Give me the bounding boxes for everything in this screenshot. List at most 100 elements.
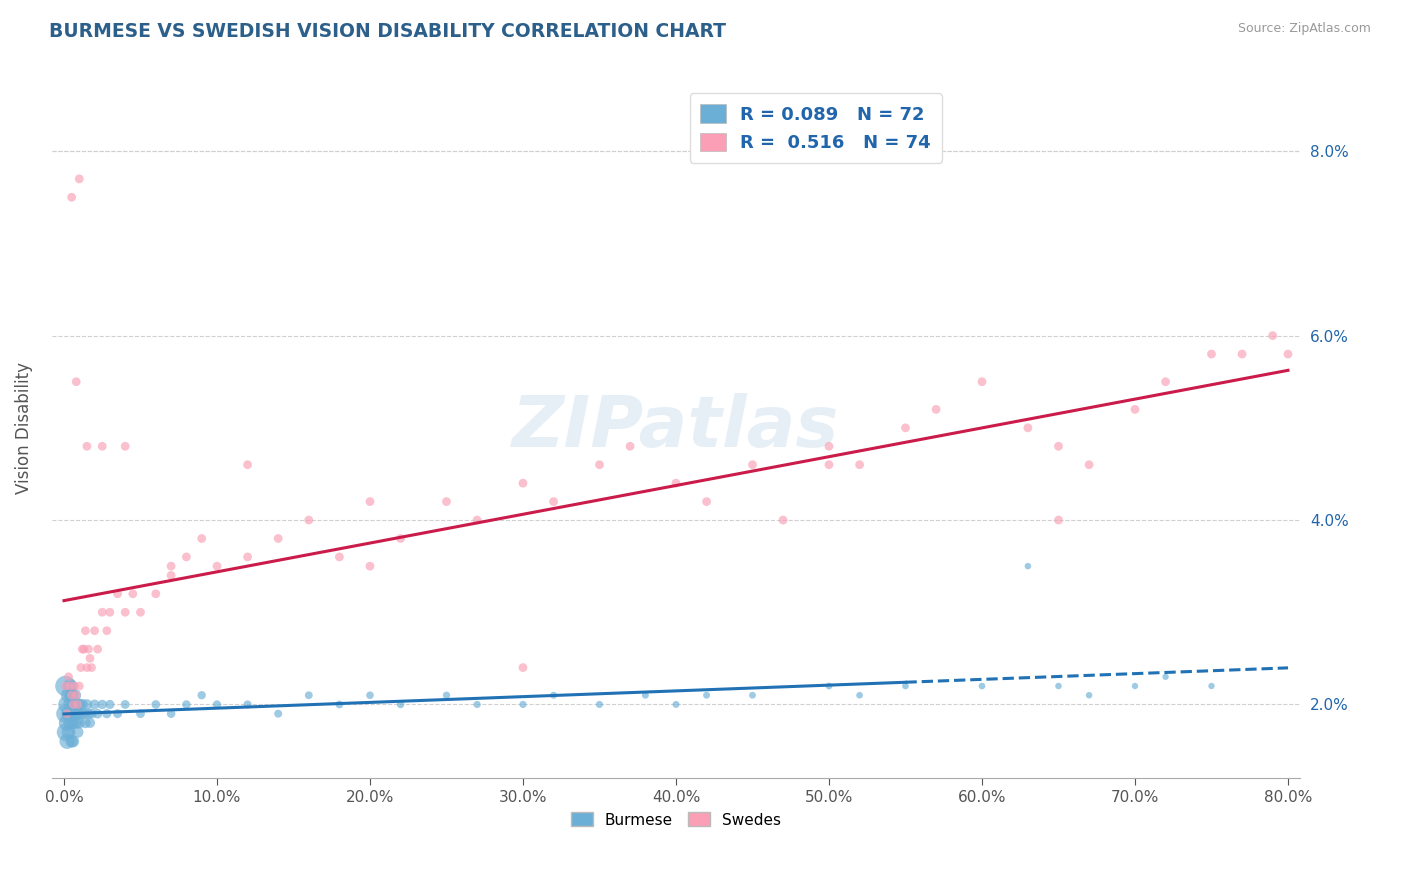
Point — [66, 698, 89, 712]
Point — [59, 698, 82, 712]
Text: ZIPatlas: ZIPatlas — [512, 393, 839, 462]
Point — [91, 605, 114, 619]
Point — [176, 549, 198, 564]
Point — [59, 679, 82, 693]
Point — [66, 725, 89, 739]
Point — [1078, 458, 1101, 472]
Point — [73, 706, 96, 721]
Point — [67, 715, 90, 730]
Point — [190, 688, 212, 702]
Point — [1047, 439, 1070, 453]
Point — [848, 688, 870, 702]
Point — [60, 706, 83, 721]
Point — [91, 698, 114, 712]
Point — [129, 605, 152, 619]
Point — [69, 706, 91, 721]
Point — [328, 549, 350, 564]
Point — [60, 734, 83, 748]
Y-axis label: Vision Disability: Vision Disability — [15, 362, 32, 494]
Text: Source: ZipAtlas.com: Source: ZipAtlas.com — [1237, 22, 1371, 36]
Point — [741, 458, 763, 472]
Point — [98, 698, 121, 712]
Point — [56, 706, 79, 721]
Point — [63, 706, 86, 721]
Point — [56, 698, 79, 712]
Point — [63, 688, 86, 702]
Point — [55, 679, 77, 693]
Point — [328, 698, 350, 712]
Point — [1201, 347, 1223, 361]
Point — [76, 439, 98, 453]
Point — [848, 458, 870, 472]
Point — [62, 698, 84, 712]
Point — [588, 458, 610, 472]
Point — [55, 725, 77, 739]
Point — [76, 660, 98, 674]
Point — [75, 624, 97, 638]
Point — [62, 734, 84, 748]
Point — [79, 715, 101, 730]
Point — [60, 190, 83, 204]
Point — [236, 549, 259, 564]
Point — [267, 706, 290, 721]
Point — [619, 439, 641, 453]
Point — [298, 513, 321, 527]
Point — [80, 706, 103, 721]
Point — [160, 706, 183, 721]
Point — [298, 688, 321, 702]
Point — [1123, 402, 1146, 417]
Point — [65, 715, 87, 730]
Point — [60, 688, 83, 702]
Point — [65, 698, 87, 712]
Point — [160, 568, 183, 582]
Text: BURMESE VS SWEDISH VISION DISABILITY CORRELATION CHART: BURMESE VS SWEDISH VISION DISABILITY COR… — [49, 22, 727, 41]
Point — [925, 402, 948, 417]
Point — [1017, 559, 1039, 574]
Point — [66, 706, 89, 721]
Point — [121, 587, 143, 601]
Point — [818, 458, 841, 472]
Point — [236, 698, 259, 712]
Point — [91, 439, 114, 453]
Point — [62, 698, 84, 712]
Point — [436, 688, 458, 702]
Point — [465, 513, 488, 527]
Point — [696, 494, 718, 508]
Point — [190, 532, 212, 546]
Point — [970, 375, 993, 389]
Point — [77, 642, 100, 657]
Point — [77, 706, 100, 721]
Point — [98, 605, 121, 619]
Point — [665, 476, 688, 491]
Point — [1154, 375, 1177, 389]
Point — [83, 698, 105, 712]
Point — [96, 624, 118, 638]
Point — [63, 679, 86, 693]
Point — [359, 559, 381, 574]
Point — [56, 734, 79, 748]
Point — [436, 494, 458, 508]
Point — [359, 688, 381, 702]
Point — [62, 715, 84, 730]
Point — [59, 679, 82, 693]
Point — [1078, 688, 1101, 702]
Point — [73, 642, 96, 657]
Point — [96, 706, 118, 721]
Point — [114, 439, 136, 453]
Point — [79, 651, 101, 665]
Point — [818, 439, 841, 453]
Point — [86, 706, 108, 721]
Point — [634, 688, 657, 702]
Point — [69, 660, 91, 674]
Point — [588, 698, 610, 712]
Point — [145, 587, 167, 601]
Point — [772, 513, 794, 527]
Point — [236, 458, 259, 472]
Point — [72, 642, 94, 657]
Point — [1017, 421, 1039, 435]
Point — [894, 421, 917, 435]
Point — [359, 494, 381, 508]
Point — [58, 688, 80, 702]
Point — [970, 679, 993, 693]
Point — [129, 706, 152, 721]
